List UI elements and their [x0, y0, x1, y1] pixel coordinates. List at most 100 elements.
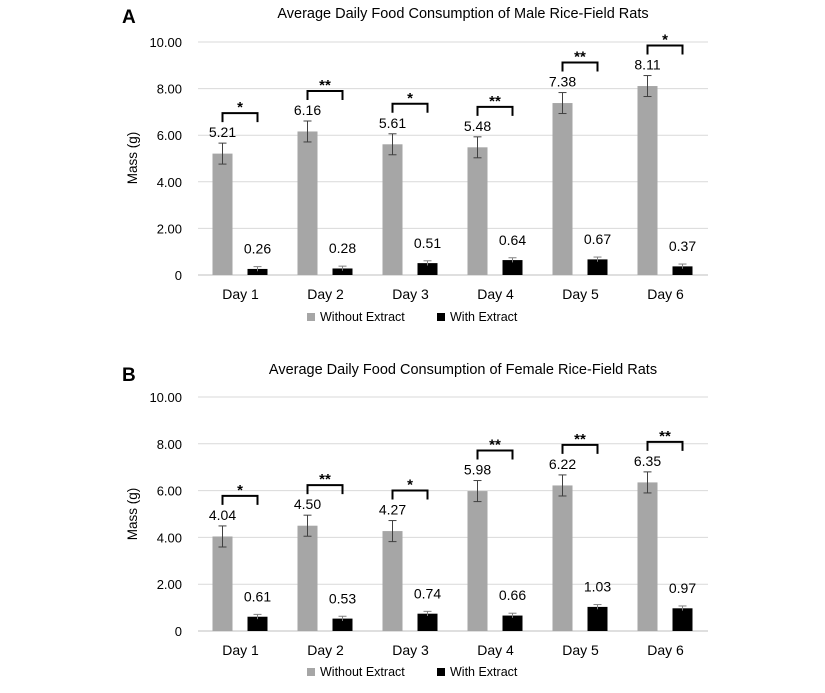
legend-label-without-extract: Without Extract	[320, 665, 405, 679]
significance-bracket	[476, 449, 514, 460]
bar-with-extract	[672, 608, 693, 631]
legend-label-with-extract: With Extract	[450, 665, 518, 679]
significance-marker: *	[407, 90, 413, 107]
y-tick-label: 2.00	[157, 577, 182, 592]
data-label-without-extract: 5.98	[464, 462, 491, 478]
y-tick-label: 0	[175, 624, 182, 639]
bar-without-extract	[637, 86, 658, 275]
y-tick-label: 8.00	[157, 82, 182, 97]
data-label-without-extract: 5.21	[209, 124, 236, 140]
legend-swatch-with-extract	[437, 313, 445, 321]
bar-without-extract	[467, 491, 488, 631]
x-tick-label: Day 4	[477, 642, 514, 658]
significance-bracket	[476, 105, 514, 116]
x-tick-label: Day 3	[392, 642, 429, 658]
chart-panel-b: B Average Daily Food Consumption of Femal…	[122, 362, 708, 679]
significance-marker: **	[574, 49, 586, 66]
significance-marker: **	[574, 431, 586, 448]
significance-marker: *	[407, 477, 413, 494]
data-label-without-extract: 4.27	[379, 502, 406, 518]
data-label-without-extract: 5.48	[464, 118, 491, 134]
bar-with-extract	[332, 618, 353, 631]
significance-bracket	[561, 61, 599, 72]
x-tick-label: Day 1	[222, 286, 259, 302]
x-tick-label: Day 3	[392, 286, 429, 302]
x-tick-label: Day 5	[562, 286, 599, 302]
data-label-with-extract: 0.74	[414, 585, 441, 601]
bar-with-extract	[502, 260, 523, 275]
bar-with-extract	[587, 606, 608, 631]
data-label-with-extract: 0.64	[499, 232, 526, 248]
significance-marker: *	[237, 482, 243, 499]
data-label-with-extract: 0.66	[499, 587, 526, 603]
y-axis-label: Mass (g)	[125, 132, 140, 185]
x-tick-label: Day 4	[477, 286, 514, 302]
significance-bracket	[306, 89, 344, 100]
significance-marker: **	[489, 437, 501, 454]
data-label-with-extract: 0.97	[669, 580, 696, 596]
y-tick-label: 8.00	[157, 437, 182, 452]
legend-swatch-without-extract	[307, 313, 315, 321]
data-label-without-extract: 6.16	[294, 102, 321, 118]
data-label-with-extract: 0.37	[669, 238, 696, 254]
bar-with-extract	[247, 616, 268, 631]
significance-bracket	[221, 494, 259, 505]
bar-with-extract	[247, 268, 268, 275]
panel-letter: A	[122, 7, 136, 28]
chart-title: Average Daily Food Consumption of Male R…	[277, 6, 648, 22]
legend: Without Extract With Extract	[307, 310, 518, 324]
significance-marker: **	[319, 77, 331, 94]
legend-swatch-without-extract	[307, 668, 315, 676]
y-tick-label: 2.00	[157, 221, 182, 236]
y-tick-label: 10.00	[149, 35, 182, 50]
bar-without-extract	[212, 153, 233, 275]
bar-without-extract	[212, 536, 233, 631]
significance-bracket	[646, 44, 684, 55]
data-label-with-extract: 0.67	[584, 231, 611, 247]
chart-title: Average Daily Food Consumption of Female…	[269, 362, 657, 378]
data-label-with-extract: 0.53	[329, 590, 356, 606]
bar-with-extract	[332, 268, 353, 275]
bar-without-extract	[467, 147, 488, 275]
data-label-without-extract: 8.11	[634, 57, 660, 73]
panel-letter: B	[122, 365, 136, 386]
y-tick-label: 4.00	[157, 175, 182, 190]
bar-without-extract	[297, 525, 318, 631]
x-tick-label: Day 6	[647, 642, 684, 658]
significance-bracket	[561, 443, 599, 454]
x-tick-label: Day 2	[307, 642, 344, 658]
data-label-without-extract: 6.35	[634, 453, 661, 469]
significance-bracket	[391, 489, 429, 500]
x-tick-label: Day 5	[562, 642, 599, 658]
x-tick-label: Day 2	[307, 286, 344, 302]
y-tick-label: 4.00	[157, 530, 182, 545]
bar-with-extract	[417, 613, 438, 631]
bar-with-extract	[672, 266, 693, 275]
y-tick-label: 0	[175, 268, 182, 283]
x-tick-label: Day 1	[222, 642, 259, 658]
y-tick-label: 10.00	[149, 390, 182, 405]
bar-without-extract	[297, 131, 318, 275]
data-label-with-extract: 1.03	[584, 579, 611, 595]
y-tick-label: 6.00	[157, 128, 182, 143]
legend: Without Extract With Extract	[307, 665, 518, 679]
bar-without-extract	[552, 485, 573, 631]
data-label-without-extract: 4.04	[209, 507, 236, 523]
chart-panel-a: A Average Daily Food Consumption of Male …	[122, 6, 708, 324]
data-label-with-extract: 0.51	[414, 235, 441, 251]
significance-bracket	[306, 484, 344, 495]
bar-with-extract	[587, 259, 608, 275]
data-label-without-extract: 6.22	[549, 456, 576, 472]
significance-bracket	[391, 102, 429, 113]
data-label-with-extract: 0.26	[244, 241, 271, 257]
legend-label-with-extract: With Extract	[450, 310, 518, 324]
bar-with-extract	[502, 615, 523, 631]
bar-without-extract	[382, 144, 403, 275]
significance-marker: *	[662, 32, 668, 49]
significance-marker: **	[489, 93, 501, 110]
significance-bracket	[646, 440, 684, 451]
legend-swatch-with-extract	[437, 668, 445, 676]
data-label-without-extract: 5.61	[379, 115, 406, 131]
significance-marker: *	[237, 99, 243, 116]
